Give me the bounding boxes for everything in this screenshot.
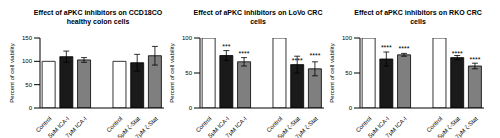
svg-text:****: **** [469, 56, 480, 63]
svg-text:Control: Control [105, 115, 124, 134]
svg-text:7μM ζ-Stat: 7μM ζ-Stat [454, 115, 479, 138]
svg-text:****: **** [239, 50, 250, 57]
svg-text:7μM ICA-I: 7μM ICA-I [385, 115, 409, 138]
svg-text:****: **** [309, 52, 320, 59]
svg-text:0: 0 [349, 105, 353, 111]
svg-text:***: *** [222, 43, 230, 50]
svg-text:7μM ICA-I: 7μM ICA-I [225, 115, 249, 138]
svg-text:Control: Control [265, 115, 284, 134]
svg-text:****: **** [292, 57, 303, 64]
svg-text:50: 50 [185, 70, 192, 76]
html-text:Effect of aPKC inhibitors on L: Effect of aPKC inhibitors on LoVo CRC ce… [193, 9, 323, 25]
html-text:Effect of aPKC inhibitors on C: Effect of aPKC inhibitors on CCD18CO hea… [33, 9, 163, 25]
svg-text:0: 0 [29, 105, 33, 111]
svg-text:7μM ICA-I: 7μM ICA-I [65, 115, 89, 138]
svg-text:Control: Control [34, 115, 53, 134]
svg-text:100: 100 [182, 35, 193, 41]
svg-text:****: **** [452, 50, 463, 57]
svg-text:7μM ζ-Stat: 7μM ζ-Stat [134, 115, 159, 138]
svg-text:7μM ζ-Stat: 7μM ζ-Stat [294, 115, 319, 138]
svg-text:Control: Control [194, 115, 213, 134]
svg-text:100: 100 [342, 35, 353, 41]
svg-text:****: **** [399, 45, 410, 52]
svg-text:Percent of cell viability: Percent of cell viability [329, 43, 335, 102]
svg-text:0: 0 [189, 105, 193, 111]
svg-text:****: **** [381, 44, 392, 51]
svg-text:150: 150 [22, 35, 33, 41]
svg-text:50: 50 [25, 82, 32, 88]
svg-text:Percent of cell viability: Percent of cell viability [169, 43, 175, 102]
svg-text:Control: Control [354, 115, 373, 134]
html-text:Effect of aPKC inhibitors on R: Effect of aPKC inhibitors on RKO CRC cel… [354, 9, 482, 25]
svg-text:50: 50 [345, 70, 352, 76]
svg-text:Percent of cell viability: Percent of cell viability [9, 43, 15, 102]
svg-text:Control: Control [425, 115, 444, 134]
svg-text:100: 100 [22, 58, 33, 64]
